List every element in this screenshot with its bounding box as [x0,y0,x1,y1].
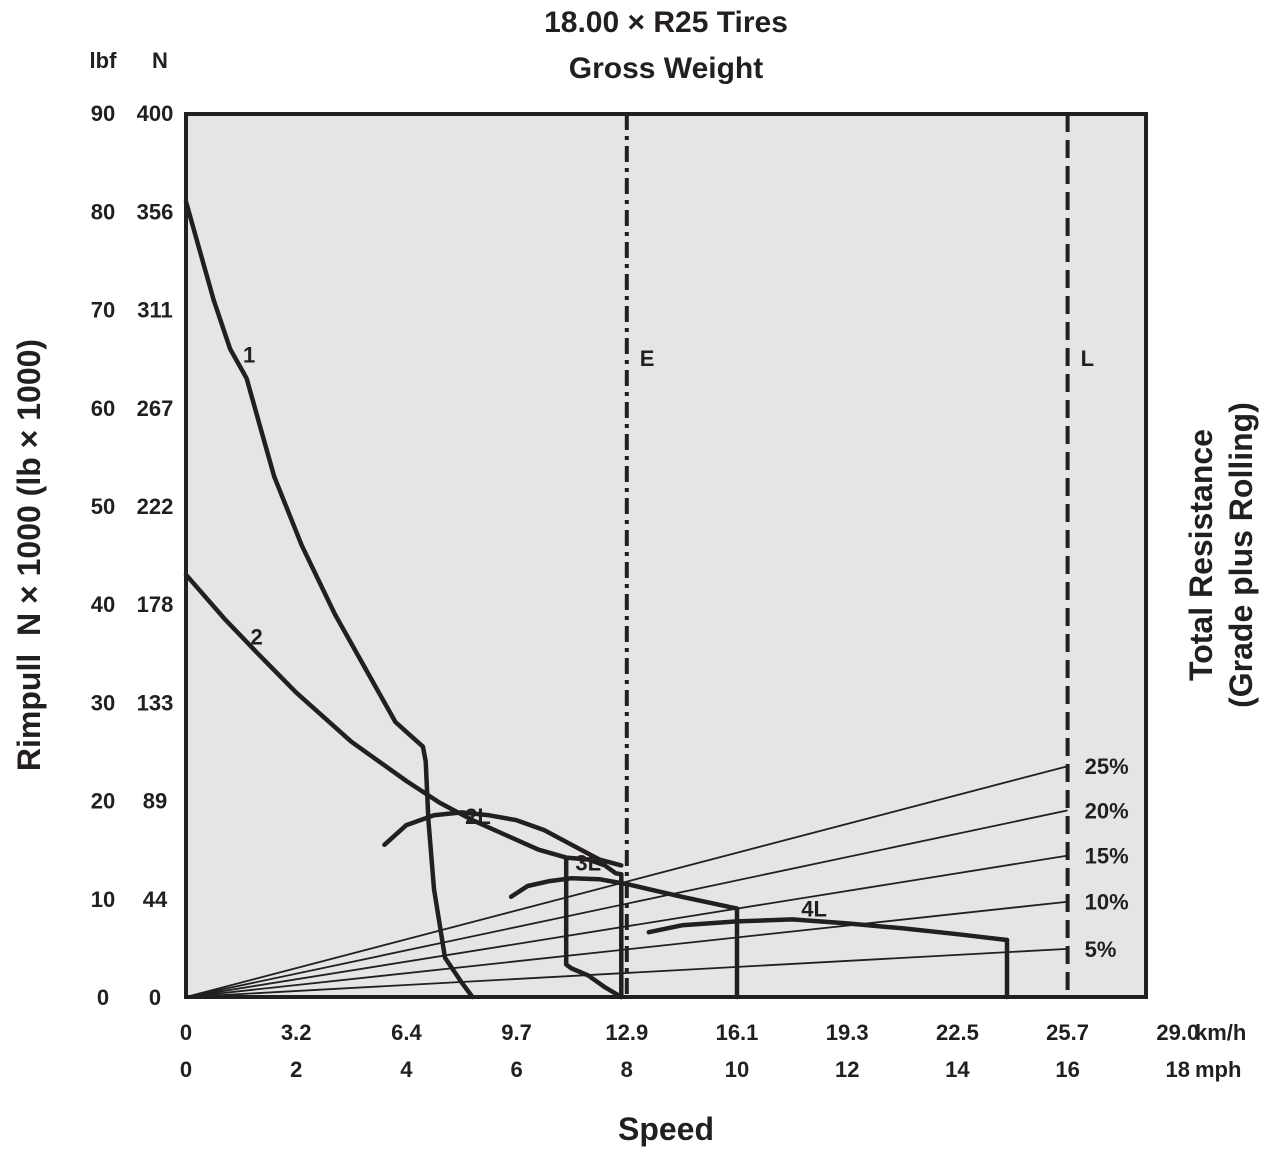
x-tick-kmh: 12.9 [605,1020,648,1045]
y-tick-lbf: 30 [91,690,115,715]
y-tick-n: 0 [149,985,161,1010]
curve-3L [508,875,740,911]
y-unit-n: N [152,48,168,73]
x-tick-mph: 18 [1166,1057,1190,1082]
limit-label-L: L [1081,346,1094,371]
y2-axis-title-line-2: (Grade plus Rolling) [1223,402,1259,708]
y-tick-n: 222 [137,494,174,519]
curve-label-4L: 4L [801,896,827,921]
y-tick-lbf: 90 [91,101,115,126]
y-tick-lbf: 20 [91,789,115,814]
curve-1 [183,199,475,1000]
y2-axis-title-line-1: Total Resistance [1183,429,1219,681]
x-tick-mph: 6 [510,1057,522,1082]
x-tick-mph: 10 [725,1057,749,1082]
y-tick-lbf: 70 [91,298,115,323]
curve-label-1: 1 [243,343,255,368]
rimpull-curves: 1 2 2L 3L 4L [183,199,1010,1000]
x-tick-kmh: 29.0 [1156,1020,1199,1045]
x-unit-kmh: km/h [1195,1020,1246,1045]
x-tick-kmh: 6.4 [391,1020,422,1045]
plot-area [184,112,1148,999]
y-tick-n: 311 [137,298,173,323]
x-tick-kmh: 3.2 [281,1020,312,1045]
y-tick-n: 133 [137,690,174,715]
x-tick-kmh: 9.7 [501,1020,532,1045]
x-tick-kmh: 22.5 [936,1020,979,1045]
x-axis-title: Speed [618,1111,714,1147]
x-tick-labels-mph: 0 2 4 6 8 10 12 14 16 18 [180,1057,1190,1082]
x-tick-mph: 14 [945,1057,970,1082]
curve-4L [646,917,1010,943]
resistance-line-20pct [185,809,1068,998]
y-tick-n: 89 [143,789,167,814]
curve-2 [183,572,624,877]
x-tick-mph: 0 [180,1057,192,1082]
x-tick-mph: 16 [1055,1057,1079,1082]
limit-label-E: E [640,346,655,371]
resistance-label: 25% [1085,754,1129,779]
y-unit-lbf: lbf [90,48,118,73]
curve-label-2L: 2L [465,804,491,829]
curve-label-2: 2 [250,625,262,650]
curve-label-3L: 3L [575,850,601,875]
x-tick-mph: 8 [621,1057,633,1082]
x-tick-mph: 4 [400,1057,413,1082]
y-tick-n: 267 [137,396,174,421]
y-tick-n: 400 [137,101,174,126]
y-tick-n: 356 [137,199,174,224]
resistance-label: 15% [1085,844,1129,869]
x-tick-mph: 12 [835,1057,859,1082]
y-tick-lbf: 40 [91,592,115,617]
y-tick-labels-n: 0 44 89 133 178 222 267 311 356 400 [137,101,174,1010]
chart-title-line-2: Gross Weight [569,52,763,85]
resistance-line-25pct [185,765,1068,998]
chart-title-line-1: 18.00 × R25 Tires [544,6,788,39]
y-tick-n: 178 [137,592,174,617]
y-tick-n: 44 [143,887,168,912]
y-axis-title: Rimpull N × 1000 (lb × 1000) [11,339,47,771]
gear-cutoff-line [563,857,624,1000]
y-tick-lbf: 80 [91,199,115,224]
resistance-label: 5% [1085,937,1117,962]
curve-2L [382,810,624,868]
resistance-line-5pct [185,947,1068,998]
resistance-label: 10% [1085,890,1129,915]
resistance-label: 20% [1085,798,1129,823]
x-tick-kmh: 16.1 [716,1020,759,1045]
x-tick-kmh: 25.7 [1046,1020,1089,1045]
y-tick-lbf: 50 [91,494,115,519]
x-unit-mph: mph [1195,1057,1241,1082]
x-tick-kmh: 0 [180,1020,192,1045]
y-tick-lbf: 0 [97,985,109,1010]
y-tick-lbf: 10 [91,887,115,912]
x-tick-kmh: 19.3 [826,1020,869,1045]
x-tick-mph: 2 [290,1057,302,1082]
y-tick-labels-lbf: 0 10 20 30 40 50 60 70 80 90 [91,101,115,1010]
x-tick-labels-kmh: 0 3.2 6.4 9.7 12.9 16.1 19.3 22.5 25.7 29.0 [180,1020,1199,1045]
y-tick-lbf: 60 [91,396,115,421]
